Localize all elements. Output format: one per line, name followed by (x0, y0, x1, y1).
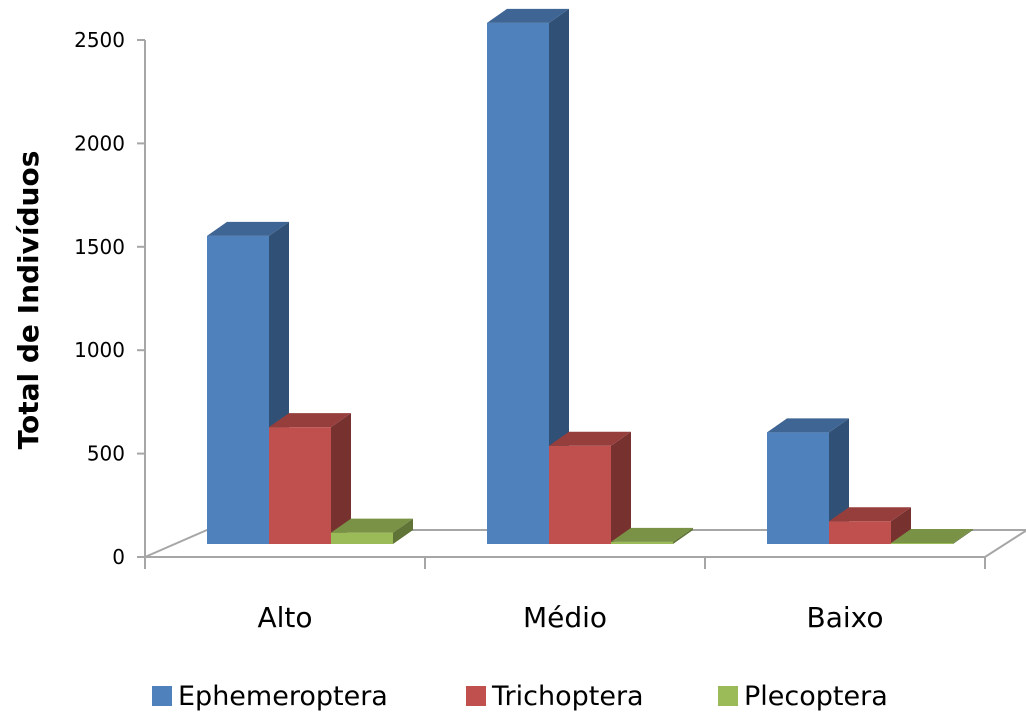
bar-side (549, 8, 569, 544)
y-tick-labels: 0 500 1000 1500 2000 2500 (74, 28, 125, 569)
x-category-labels: Alto Médio Baixo (257, 601, 883, 634)
bar-top (767, 418, 849, 433)
bar-front (487, 22, 549, 544)
y-tick-label: 0 (112, 545, 125, 569)
bar (269, 413, 351, 544)
legend-swatch (466, 686, 486, 706)
legend-label: Plecoptera (744, 681, 888, 712)
y-tick-label: 1500 (74, 235, 125, 259)
bar-front (549, 445, 611, 544)
bar (829, 507, 911, 544)
bar-front (611, 541, 673, 544)
chart-bars (207, 8, 973, 545)
bar-top (207, 221, 289, 236)
bar-top (829, 507, 911, 522)
bar-front (767, 432, 829, 544)
legend: Ephemeroptera Trichoptera Plecoptera (152, 681, 888, 712)
bar-side (611, 431, 631, 544)
legend-label: Trichoptera (491, 681, 644, 712)
bar-side (331, 413, 351, 544)
bar (891, 528, 973, 544)
bar-top (269, 413, 351, 428)
x-category-label: Alto (257, 601, 312, 634)
bar-front (891, 542, 953, 544)
bar (487, 8, 569, 544)
bar-side (953, 528, 973, 544)
bar-front (269, 427, 331, 544)
y-tick-label: 1000 (74, 338, 125, 362)
bar-front (331, 532, 393, 544)
bar-top (487, 8, 569, 23)
bar (611, 527, 693, 544)
y-tick-label: 500 (87, 442, 125, 466)
bar (549, 431, 631, 544)
legend-swatch (718, 686, 738, 706)
x-category-label: Médio (523, 601, 607, 634)
bar-top (891, 528, 973, 543)
bar-top (331, 518, 413, 533)
legend-swatch (152, 686, 172, 706)
bar (767, 418, 849, 544)
y-axis-label: Total de Indivíduos (12, 151, 45, 450)
bar (331, 518, 413, 544)
x-category-label: Baixo (807, 601, 884, 634)
bar-front (829, 521, 891, 544)
bar-side (393, 518, 413, 544)
bar-top (611, 527, 693, 542)
y-tick-label: 2500 (74, 28, 125, 52)
legend-label: Ephemeroptera (178, 681, 388, 712)
bar-front (207, 235, 269, 545)
bar-top (549, 431, 631, 446)
bar-side (891, 507, 911, 544)
chart-axes (137, 39, 986, 569)
bar-side (673, 527, 693, 544)
y-tick-label: 2000 (74, 131, 125, 155)
